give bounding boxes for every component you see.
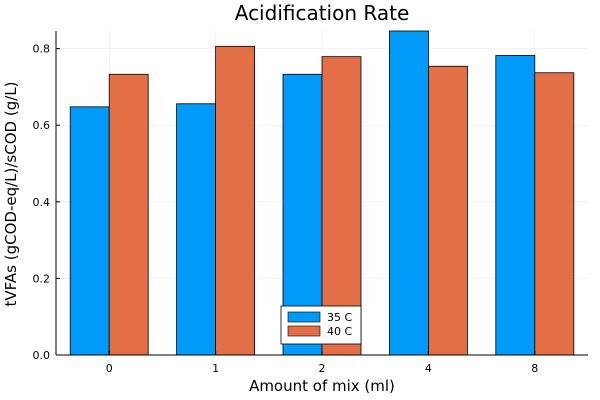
x-tick-labels: 0 1 2 4 8 (106, 351, 538, 375)
legend-swatch (287, 311, 321, 323)
bar-35-c-0 (69, 106, 110, 356)
bar-40-c-1 (215, 45, 256, 356)
x-axis-title: Amount of mix (ml) (249, 377, 395, 395)
y-axis-title: tVFAs (gCOD-eq/L)/sCOD (g/L) (2, 82, 20, 307)
x-tick-label: 0 (106, 362, 113, 375)
bar-35-c-8 (495, 55, 536, 356)
y-tick-label: 0.4 (33, 196, 51, 209)
x-tick-label: 8 (531, 362, 538, 375)
y-tick-label: 0.8 (33, 43, 51, 56)
y-tick-label: 0.6 (33, 119, 51, 132)
y-tick-label: 0.0 (33, 349, 51, 362)
x-tick-label: 2 (319, 362, 326, 375)
chart-title: Acidification Rate (235, 1, 410, 25)
legend-label: 35 C (327, 311, 352, 324)
x-tick-label: 1 (212, 362, 219, 375)
legend-swatch (287, 325, 321, 337)
bar-35-c-1 (176, 103, 217, 356)
bar-40-c-2 (321, 56, 362, 356)
x-tick-label: 4 (425, 362, 432, 375)
y-tick-labels: 0.0 0.2 0.4 0.6 0.8 (33, 43, 60, 362)
bar-35-c-4 (388, 30, 429, 356)
y-tick-label: 0.2 (33, 272, 51, 285)
legend-label: 40 C (327, 325, 352, 338)
bar-40-c-0 (108, 73, 149, 356)
bar-40-c-8 (534, 72, 575, 356)
legend: 35 C40 C (280, 305, 362, 345)
bar-40-c-4 (427, 65, 468, 356)
